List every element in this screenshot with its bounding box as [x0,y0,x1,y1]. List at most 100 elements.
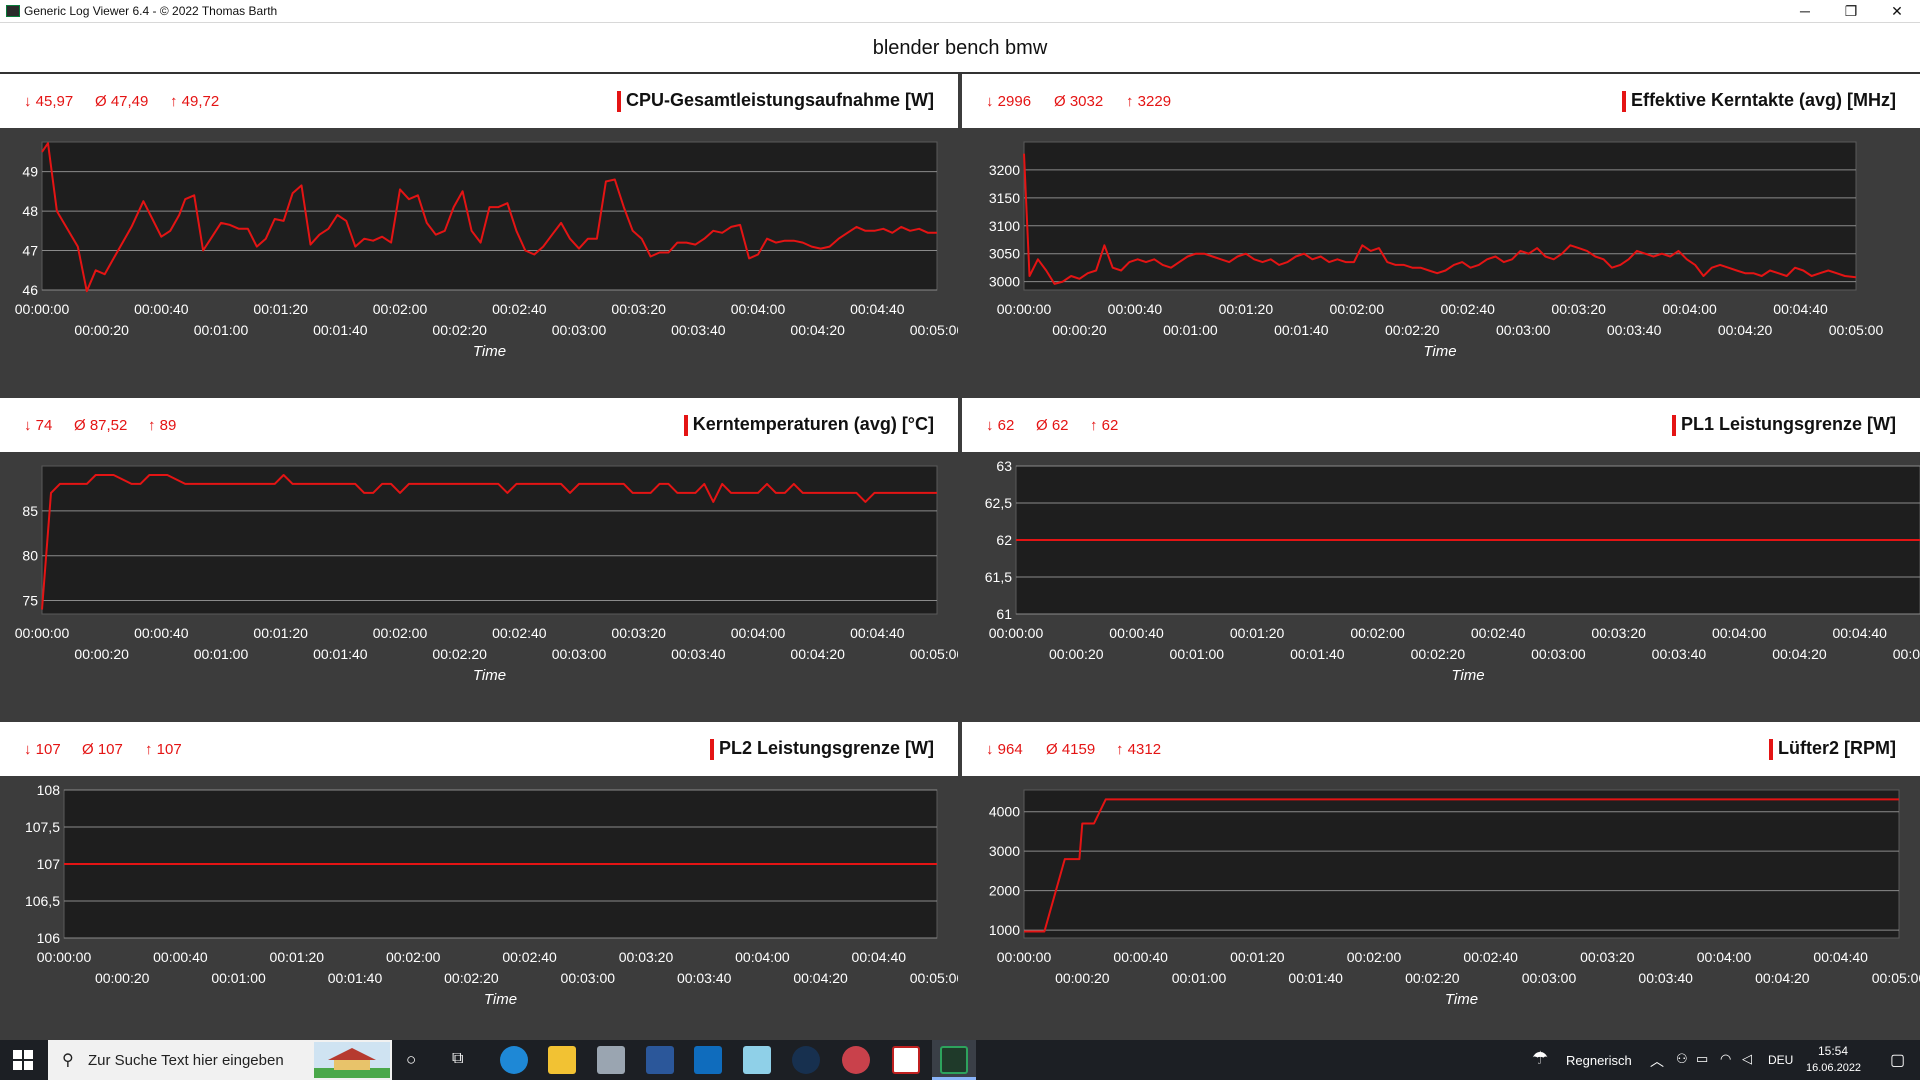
log-viewer-taskbar-item[interactable] [932,1040,976,1080]
title-marker [1769,739,1773,760]
x-tick-label: 00:01:20 [270,949,325,965]
notepad-icon[interactable] [743,1046,771,1074]
title-marker [683,415,688,436]
panel-pl2: ↓ 107 Ø 107 ↑ 107 PL2 Leistungsgrenze [W… [0,722,958,1040]
x-tick-label: 00:02:00 [386,949,441,965]
x-tick-label: 00:00:20 [74,322,129,338]
x-tick-label: 00:04:20 [793,970,848,986]
panel-title-text: Effektive Kerntakte (avg) [MHz] [1630,90,1896,110]
x-tick-label: 00:02:00 [373,625,428,641]
log-viewer-icon [940,1046,968,1074]
plot-area [41,141,938,291]
stat-avg: Ø 87,52 [74,417,128,434]
x-tick-label: 00:01:00 [194,646,249,662]
x-axis-title: Time [1451,667,1484,684]
network-tray-icon[interactable]: ⚇ [1676,1051,1688,1066]
y-tick-label: 61,5 [985,569,1012,585]
x-tick-label: 00:01:20 [253,301,308,317]
taskbar: ⚲ Zur Suche Text hier eingeben ○ ⧉ ☂ Reg… [0,1040,1920,1080]
stat-max: ↑ 62 [1090,417,1119,434]
chart-core-clock[interactable]: 3000305031003150320000:00:0000:00:2000:0… [962,128,1920,392]
panel-header: ↓ 62 Ø 62 ↑ 62 PL1 Leistungsgrenze [W] [962,398,1920,452]
chevron-up-icon[interactable]: ︿ [1650,1053,1664,1069]
x-tick-label: 00:03:40 [1652,646,1707,662]
weather-icon[interactable]: ☂ [1532,1048,1549,1068]
x-tick-label: 00:04:20 [790,322,845,338]
y-tick-label: 3100 [989,218,1020,234]
antivirus-icon[interactable] [892,1046,920,1074]
y-tick-label: 75 [22,593,38,609]
y-tick-label: 107 [37,856,61,872]
weather-text[interactable]: Regnerisch [1566,1053,1632,1068]
x-tick-label: 00:00:20 [1055,970,1110,986]
x-tick-label: 00:02:40 [492,625,547,641]
steam-icon[interactable] [792,1046,820,1074]
x-tick-label: 00:01:00 [1163,322,1218,338]
word-icon[interactable] [646,1046,674,1074]
printer-app-icon[interactable] [597,1046,625,1074]
windows-start-icon[interactable] [12,1049,34,1071]
x-tick-label: 00:03:40 [671,322,726,338]
x-tick-label: 00:00:40 [1109,625,1164,641]
x-tick-label: 00:05:00 [1893,646,1920,662]
close-button[interactable]: ✕ [1891,3,1903,19]
stat-min: ↓ 45,97 [24,93,74,110]
x-tick-label: 00:01:00 [1170,646,1225,662]
panel-core-clock: ↓ 2996 Ø 3032 ↑ 3229 Effektive Kerntakte… [962,74,1920,392]
x-tick-label: 00:03:20 [1551,301,1606,317]
chart-pl1[interactable]: 61 61,5 62 62,5 63 00:00:00 00:00:20 00:00:40 00… [962,452,1920,716]
x-tick-label: 00:03:00 [552,646,607,662]
battery-icon[interactable]: ▭ [1696,1051,1709,1066]
x-axis-title: Time [1423,343,1456,360]
panel-pl1: ↓ 62 Ø 62 ↑ 62 PL1 Leistungsgrenze [W] 6… [962,398,1920,716]
x-tick-label: 00:04:40 [852,949,907,965]
task-view-icon[interactable]: ⧉ [452,1050,464,1067]
x-tick-label: 00:00:20 [1052,322,1107,338]
chart-core-temp[interactable]: 75808500:00:0000:00:2000:00:4000:01:0000… [0,452,958,716]
x-tick-label: 00:04:20 [790,646,845,662]
x-tick-label: 00:04:20 [1772,646,1827,662]
y-tick-label: 2000 [989,883,1020,899]
cortana-icon[interactable]: ○ [406,1050,417,1069]
x-tick-label: 00:02:00 [1350,625,1405,641]
edge-icon[interactable] [500,1046,528,1074]
y-tick-label: 107,5 [25,819,60,835]
x-tick-label: 00:02:40 [1471,625,1526,641]
clock-date[interactable]: 16.06.2022 [1806,1062,1862,1074]
wifi-icon[interactable]: ◠ [1720,1051,1732,1066]
chart-pl2[interactable]: 106 106,5 107 107,5 108 00:00:0000:00:2000:00… [0,776,958,1040]
y-tick-label: 106 [37,930,61,946]
x-tick-label: 00:01:20 [1230,949,1285,965]
x-axis-title: Time [473,667,506,684]
restore-button[interactable]: ❐ [1844,3,1858,19]
stat-max: ↑ 49,72 [170,93,220,110]
x-tick-label: 00:01:40 [1274,322,1329,338]
game-app-icon[interactable] [842,1046,870,1074]
panel-title: PL2 Leistungsgrenze [W] [709,738,934,760]
x-tick-label: 00:00:00 [15,625,70,641]
x-tick-label: 00:01:00 [211,970,266,986]
notifications-icon[interactable]: ▢ [1890,1052,1906,1069]
taskbar-search-box[interactable]: ⚲ Zur Suche Text hier eingeben [48,1040,392,1080]
x-tick-label: 00:05:00 [910,970,958,986]
search-icon: ⚲ [62,1052,74,1069]
log-caption-bar: blender bench bmw [0,23,1920,74]
log-caption: blender bench bmw [872,37,1048,59]
language-indicator[interactable]: DEU [1768,1053,1794,1067]
stat-min: ↓ 107 [24,741,61,758]
series-line [41,142,937,293]
panel-title-text: Lüfter2 [RPM] [1778,738,1896,758]
y-tick-label: 48 [22,203,38,219]
minimize-button[interactable]: ─ [1800,3,1810,19]
x-tick-label: 00:00:40 [1113,949,1168,965]
y-tick-label: 3000 [989,274,1020,290]
volume-icon[interactable]: ◁ [1742,1051,1752,1066]
chart-fan2[interactable]: 1000 2000 3000 4000 00:00:0000:00:2000:00:40… [962,776,1920,1040]
clock-time[interactable]: 15:54 [1818,1044,1849,1058]
stat-max: ↑ 89 [148,417,177,434]
outlook-icon[interactable] [694,1046,722,1074]
x-tick-label: 00:04:20 [1718,322,1773,338]
y-tick-label: 46 [22,282,38,298]
file-explorer-icon[interactable] [548,1046,576,1074]
